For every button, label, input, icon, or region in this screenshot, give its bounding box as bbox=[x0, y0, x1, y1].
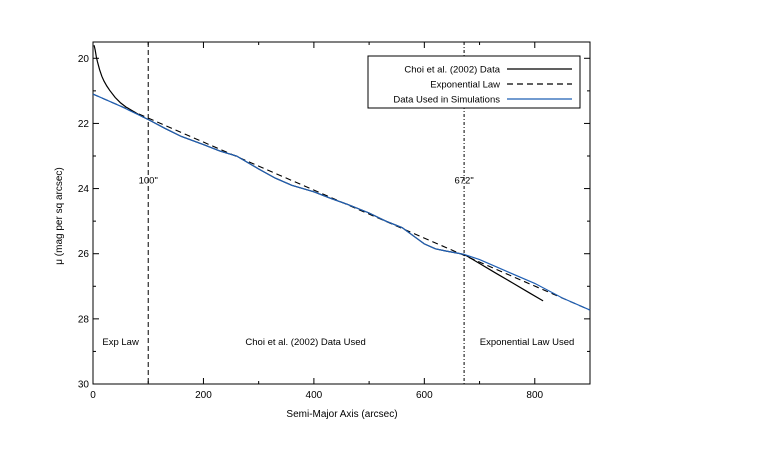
annotation-2: 672" bbox=[454, 176, 473, 187]
y-tick-label-26: 26 bbox=[78, 249, 90, 260]
annotation-3: Exp Law bbox=[102, 337, 139, 348]
y-tick-label-28: 28 bbox=[78, 314, 90, 325]
axis-ticks: 0 200 400 600 800 20 22 24 26 28 30 bbox=[78, 42, 590, 401]
plot-area bbox=[92, 41, 591, 385]
y-tick-label-22: 22 bbox=[78, 119, 90, 130]
annotation-5: Exponential Law Used bbox=[480, 337, 575, 348]
y-axis-label: μ (mag per sq arcsec) bbox=[54, 167, 65, 264]
annotation-1: 100" bbox=[139, 176, 158, 187]
annotations: 100" 672" Exp Law Choi et al. (2002) Data U… bbox=[102, 176, 574, 348]
y-tick-label-20: 20 bbox=[78, 54, 90, 65]
x-tick-label-0: 0 bbox=[90, 390, 96, 401]
y-tick-label-24: 24 bbox=[78, 184, 90, 195]
legend-label-3: Data Used in Simulations bbox=[393, 95, 500, 106]
series-line-3 bbox=[92, 93, 591, 311]
legend: Choi et al. (2002) Data Exponential Law Da… bbox=[367, 55, 581, 109]
x-tick-label-800: 800 bbox=[526, 390, 543, 401]
annotation-4: Choi et al. (2002) Data Used bbox=[245, 337, 365, 348]
x-axis-label: Semi-Major Axis (arcsec) bbox=[286, 409, 397, 420]
x-tick-label-600: 600 bbox=[416, 390, 433, 401]
x-tick-label-200: 200 bbox=[195, 390, 212, 401]
plot-frame bbox=[92, 41, 591, 385]
series-group bbox=[92, 45, 591, 311]
y-tick-label-30: 30 bbox=[78, 380, 90, 391]
legend-label-1: Choi et al. (2002) Data bbox=[404, 65, 500, 76]
legend-label-2: Exponential Law bbox=[430, 80, 500, 91]
x-tick-label-400: 400 bbox=[306, 390, 323, 401]
